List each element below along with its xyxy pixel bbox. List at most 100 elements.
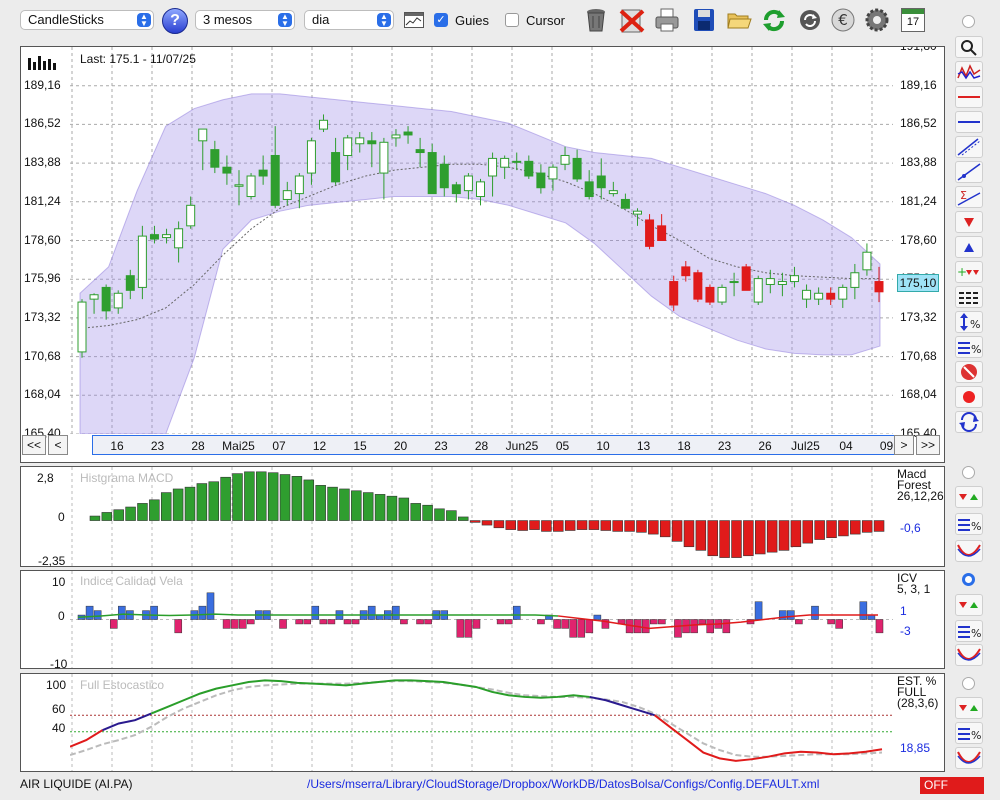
icv-bar	[93, 610, 102, 620]
icv-value-1: 1	[900, 604, 907, 618]
macd-bar	[659, 520, 671, 538]
record-button[interactable]	[955, 386, 983, 408]
icv-curve-button[interactable]	[955, 644, 983, 666]
first-button[interactable]: <<	[22, 435, 46, 455]
candle-body	[439, 163, 449, 189]
save-icon[interactable]	[691, 6, 717, 34]
candle-body	[306, 140, 316, 174]
icv-bar	[585, 619, 594, 634]
euro-icon[interactable]: €	[830, 6, 856, 34]
folder-icon[interactable]	[726, 6, 752, 34]
hline-blue-button[interactable]	[955, 111, 983, 133]
cursor-checkbox[interactable]	[505, 13, 519, 27]
sigma-line-button[interactable]: Σ	[955, 186, 983, 208]
interval-select[interactable]: dia ▲ ▼	[304, 10, 394, 30]
candle	[439, 155, 449, 197]
last-button[interactable]: >>	[916, 435, 940, 455]
price-panel-radio[interactable]	[962, 15, 975, 28]
trash-icon[interactable]	[583, 6, 609, 34]
price-ytick-left: 186,52	[24, 116, 61, 131]
stoch-k-red-start	[70, 729, 104, 748]
icv-bar	[238, 619, 247, 629]
price-ytick-right: 189,16	[900, 77, 937, 92]
chart-style-button[interactable]	[955, 61, 983, 83]
macd-bar	[196, 483, 208, 521]
date-label: 18	[677, 439, 691, 453]
bar-chart-icon[interactable]	[28, 54, 58, 70]
swap-button[interactable]	[955, 411, 983, 433]
icv-bar	[424, 619, 432, 625]
print-icon[interactable]	[654, 6, 680, 34]
scale-percent-button[interactable]: %	[955, 311, 983, 333]
period-select[interactable]: 3 mesos ▲ ▼	[195, 10, 295, 30]
zoom-button[interactable]	[955, 36, 983, 58]
delete-icon[interactable]	[619, 6, 645, 34]
icv-bar	[569, 619, 577, 638]
current-price-badge: 175,10	[897, 274, 939, 292]
candle	[198, 128, 208, 171]
candle-body	[765, 278, 775, 285]
chart-type-select[interactable]: CandleSticks ▲ ▼	[20, 10, 154, 30]
symbol-label: AIR LIQUIDE (AI.PA)	[20, 777, 133, 791]
icv-bar	[198, 605, 207, 620]
macd-bar	[529, 520, 540, 530]
macd-bar	[398, 497, 410, 521]
date-label: 16	[110, 439, 124, 453]
price-panel[interactable]	[20, 46, 945, 463]
icv-value-2: -3	[900, 624, 911, 638]
macd-bar	[327, 486, 338, 521]
arrow-down-button[interactable]	[955, 211, 983, 233]
svg-text:%: %	[971, 343, 981, 356]
add-remove-button[interactable]: +	[955, 261, 983, 283]
candle-body	[415, 149, 425, 154]
macd-bar	[695, 520, 707, 551]
candle	[572, 149, 582, 182]
candle	[451, 181, 461, 203]
candle-body	[125, 275, 135, 291]
prev-button[interactable]: <	[48, 435, 68, 455]
stochastic-title: Full Estocastico	[80, 678, 165, 692]
macd-color-button[interactable]	[955, 486, 983, 508]
macd-panel-radio[interactable]	[962, 466, 975, 479]
icv-bar	[230, 619, 239, 629]
trendline-channel-button[interactable]	[955, 136, 983, 158]
lines-percent-button[interactable]: %	[955, 336, 983, 358]
stoch-lines-percent-button[interactable]: %	[955, 722, 983, 744]
icv-bar	[504, 619, 513, 625]
candle-body	[681, 266, 691, 277]
candle	[391, 129, 401, 147]
macd-bar	[766, 520, 778, 553]
icv-bar	[674, 619, 682, 638]
trendline-button[interactable]	[955, 161, 983, 183]
stop-button[interactable]	[955, 361, 983, 383]
icv-panel-radio[interactable]	[962, 573, 975, 586]
lines-button[interactable]	[955, 286, 983, 308]
price-ytick-right: 183,88	[900, 155, 937, 170]
candle	[403, 126, 413, 144]
chart-window-icon[interactable]	[404, 12, 424, 28]
next-button[interactable]: >	[894, 435, 914, 455]
macd-curve-button[interactable]	[955, 540, 983, 562]
icv-bar	[795, 619, 803, 625]
macd-lines-percent-button[interactable]: %	[955, 513, 983, 535]
calendar-icon[interactable]: 17	[901, 8, 925, 32]
icv-bar	[464, 619, 473, 638]
gear-icon[interactable]	[864, 6, 890, 34]
hline-red-button[interactable]	[955, 86, 983, 108]
refresh-icon[interactable]	[761, 6, 787, 34]
off-status-badge[interactable]: OFF	[920, 777, 984, 794]
stochastic-panel-radio[interactable]	[962, 677, 975, 690]
guides-checkbox[interactable]: ✓	[434, 13, 448, 27]
sync-icon[interactable]	[797, 6, 823, 34]
config-path-link[interactable]: /Users/mserra/Library/CloudStorage/Dropb…	[307, 777, 820, 791]
candle	[463, 173, 473, 200]
help-icon[interactable]: ?	[162, 8, 188, 34]
arrow-up-button[interactable]	[955, 236, 983, 258]
icv-lines-percent-button[interactable]: %	[955, 620, 983, 642]
stoch-curve-button[interactable]	[955, 747, 983, 769]
icv-color-button[interactable]	[955, 594, 983, 616]
candle	[89, 293, 99, 314]
date-axis[interactable]: 16 23 28 Mai25 07 12 15 20 23 28 Jun25 05 10 13 18 23 26…	[92, 435, 914, 455]
stoch-color-button[interactable]	[955, 697, 983, 719]
macd-bar	[160, 492, 172, 521]
